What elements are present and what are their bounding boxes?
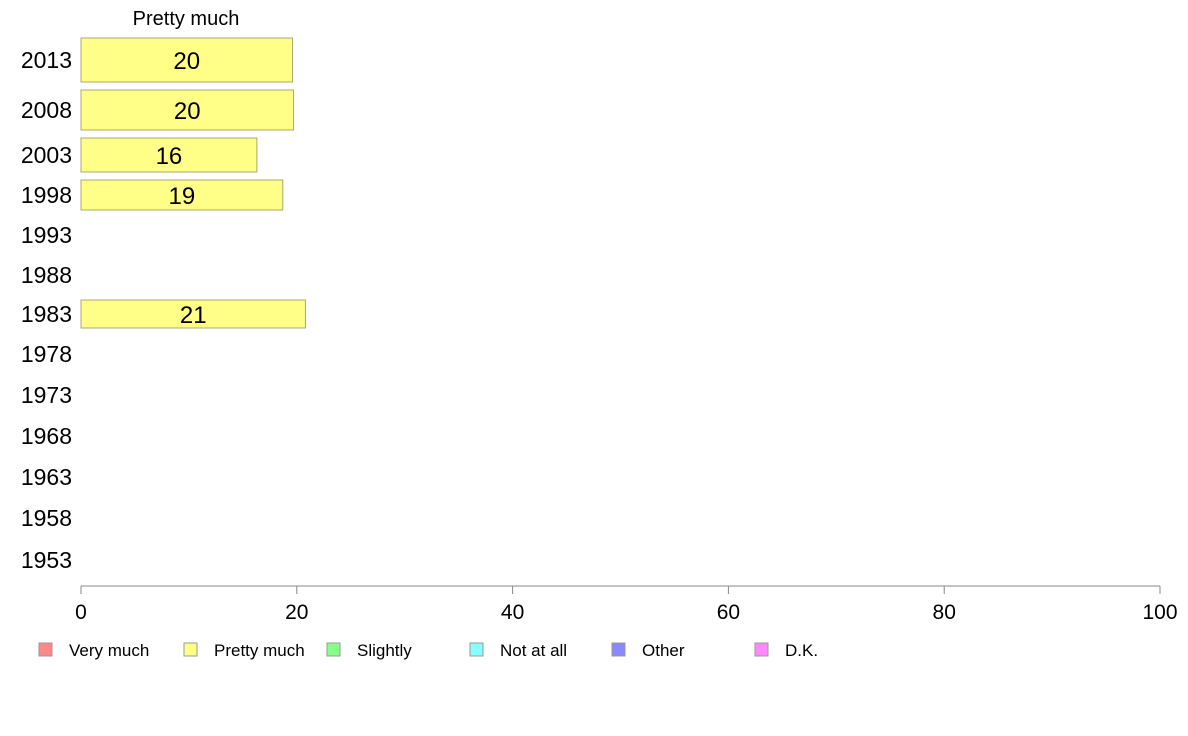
bar — [80, 37, 293, 83]
legend-label: D.K. — [785, 641, 818, 660]
x-tick-label: 60 — [717, 601, 740, 624]
y-tick-label: 1998 — [21, 182, 72, 208]
panel-title: Pretty much — [133, 8, 240, 30]
bars: 20 20 16 19 21 — [80, 37, 306, 329]
legend-item: Pretty much — [183, 641, 305, 660]
x-tick-label: 20 — [285, 601, 308, 624]
y-tick-label: 1958 — [21, 505, 72, 531]
legend-swatch — [611, 642, 626, 657]
y-tick-label: 2003 — [21, 142, 72, 168]
bar — [80, 137, 258, 173]
y-tick-label: 2013 — [21, 47, 72, 73]
legend-label: Very much — [69, 641, 149, 660]
y-tick-label: 1953 — [21, 547, 72, 573]
legend-label: Pretty much — [214, 641, 305, 660]
legend-label: Not at all — [500, 641, 567, 660]
x-axis: 0 20 40 60 80 100 — [75, 585, 1178, 624]
bar — [80, 179, 284, 211]
legend-swatch — [38, 642, 53, 657]
bar — [80, 299, 306, 329]
bar-value-label: 21 — [180, 302, 207, 329]
legend-label: Other — [642, 641, 685, 660]
x-tick-label: 0 — [75, 601, 87, 624]
y-tick-label: 1993 — [21, 222, 72, 248]
x-tick-label: 40 — [501, 601, 524, 624]
legend-swatch — [326, 642, 341, 657]
bar-value-label: 16 — [156, 143, 183, 170]
y-tick-label: 1973 — [21, 382, 72, 408]
y-tick-label: 2008 — [21, 97, 72, 123]
legend-swatch — [754, 642, 769, 657]
legend-swatch — [183, 642, 198, 657]
legend-item: Other — [611, 641, 685, 660]
legend: Very much Pretty much Slightly Not at all Ot… — [38, 641, 818, 660]
legend-swatch — [469, 642, 484, 657]
y-axis-labels: 2013 2008 2003 1998 1993 1988 1983 1978 1973 1968… — [21, 47, 72, 573]
y-tick-label: 1983 — [21, 301, 72, 327]
x-tick-label: 80 — [933, 601, 956, 624]
y-tick-label: 1978 — [21, 341, 72, 367]
legend-item: D.K. — [754, 641, 818, 660]
legend-item: Slightly — [326, 641, 412, 660]
y-tick-label: 1988 — [21, 262, 72, 288]
legend-item: Not at all — [469, 641, 567, 660]
legend-label: Slightly — [357, 641, 412, 660]
bar-value-label: 20 — [173, 48, 200, 75]
legend-item: Very much — [38, 641, 149, 660]
y-tick-label: 1963 — [21, 464, 72, 490]
bar-value-label: 20 — [174, 98, 201, 125]
y-tick-label: 1968 — [21, 423, 72, 449]
bar — [80, 89, 295, 131]
x-tick-label: 100 — [1142, 601, 1177, 624]
bar-value-label: 19 — [169, 183, 196, 210]
